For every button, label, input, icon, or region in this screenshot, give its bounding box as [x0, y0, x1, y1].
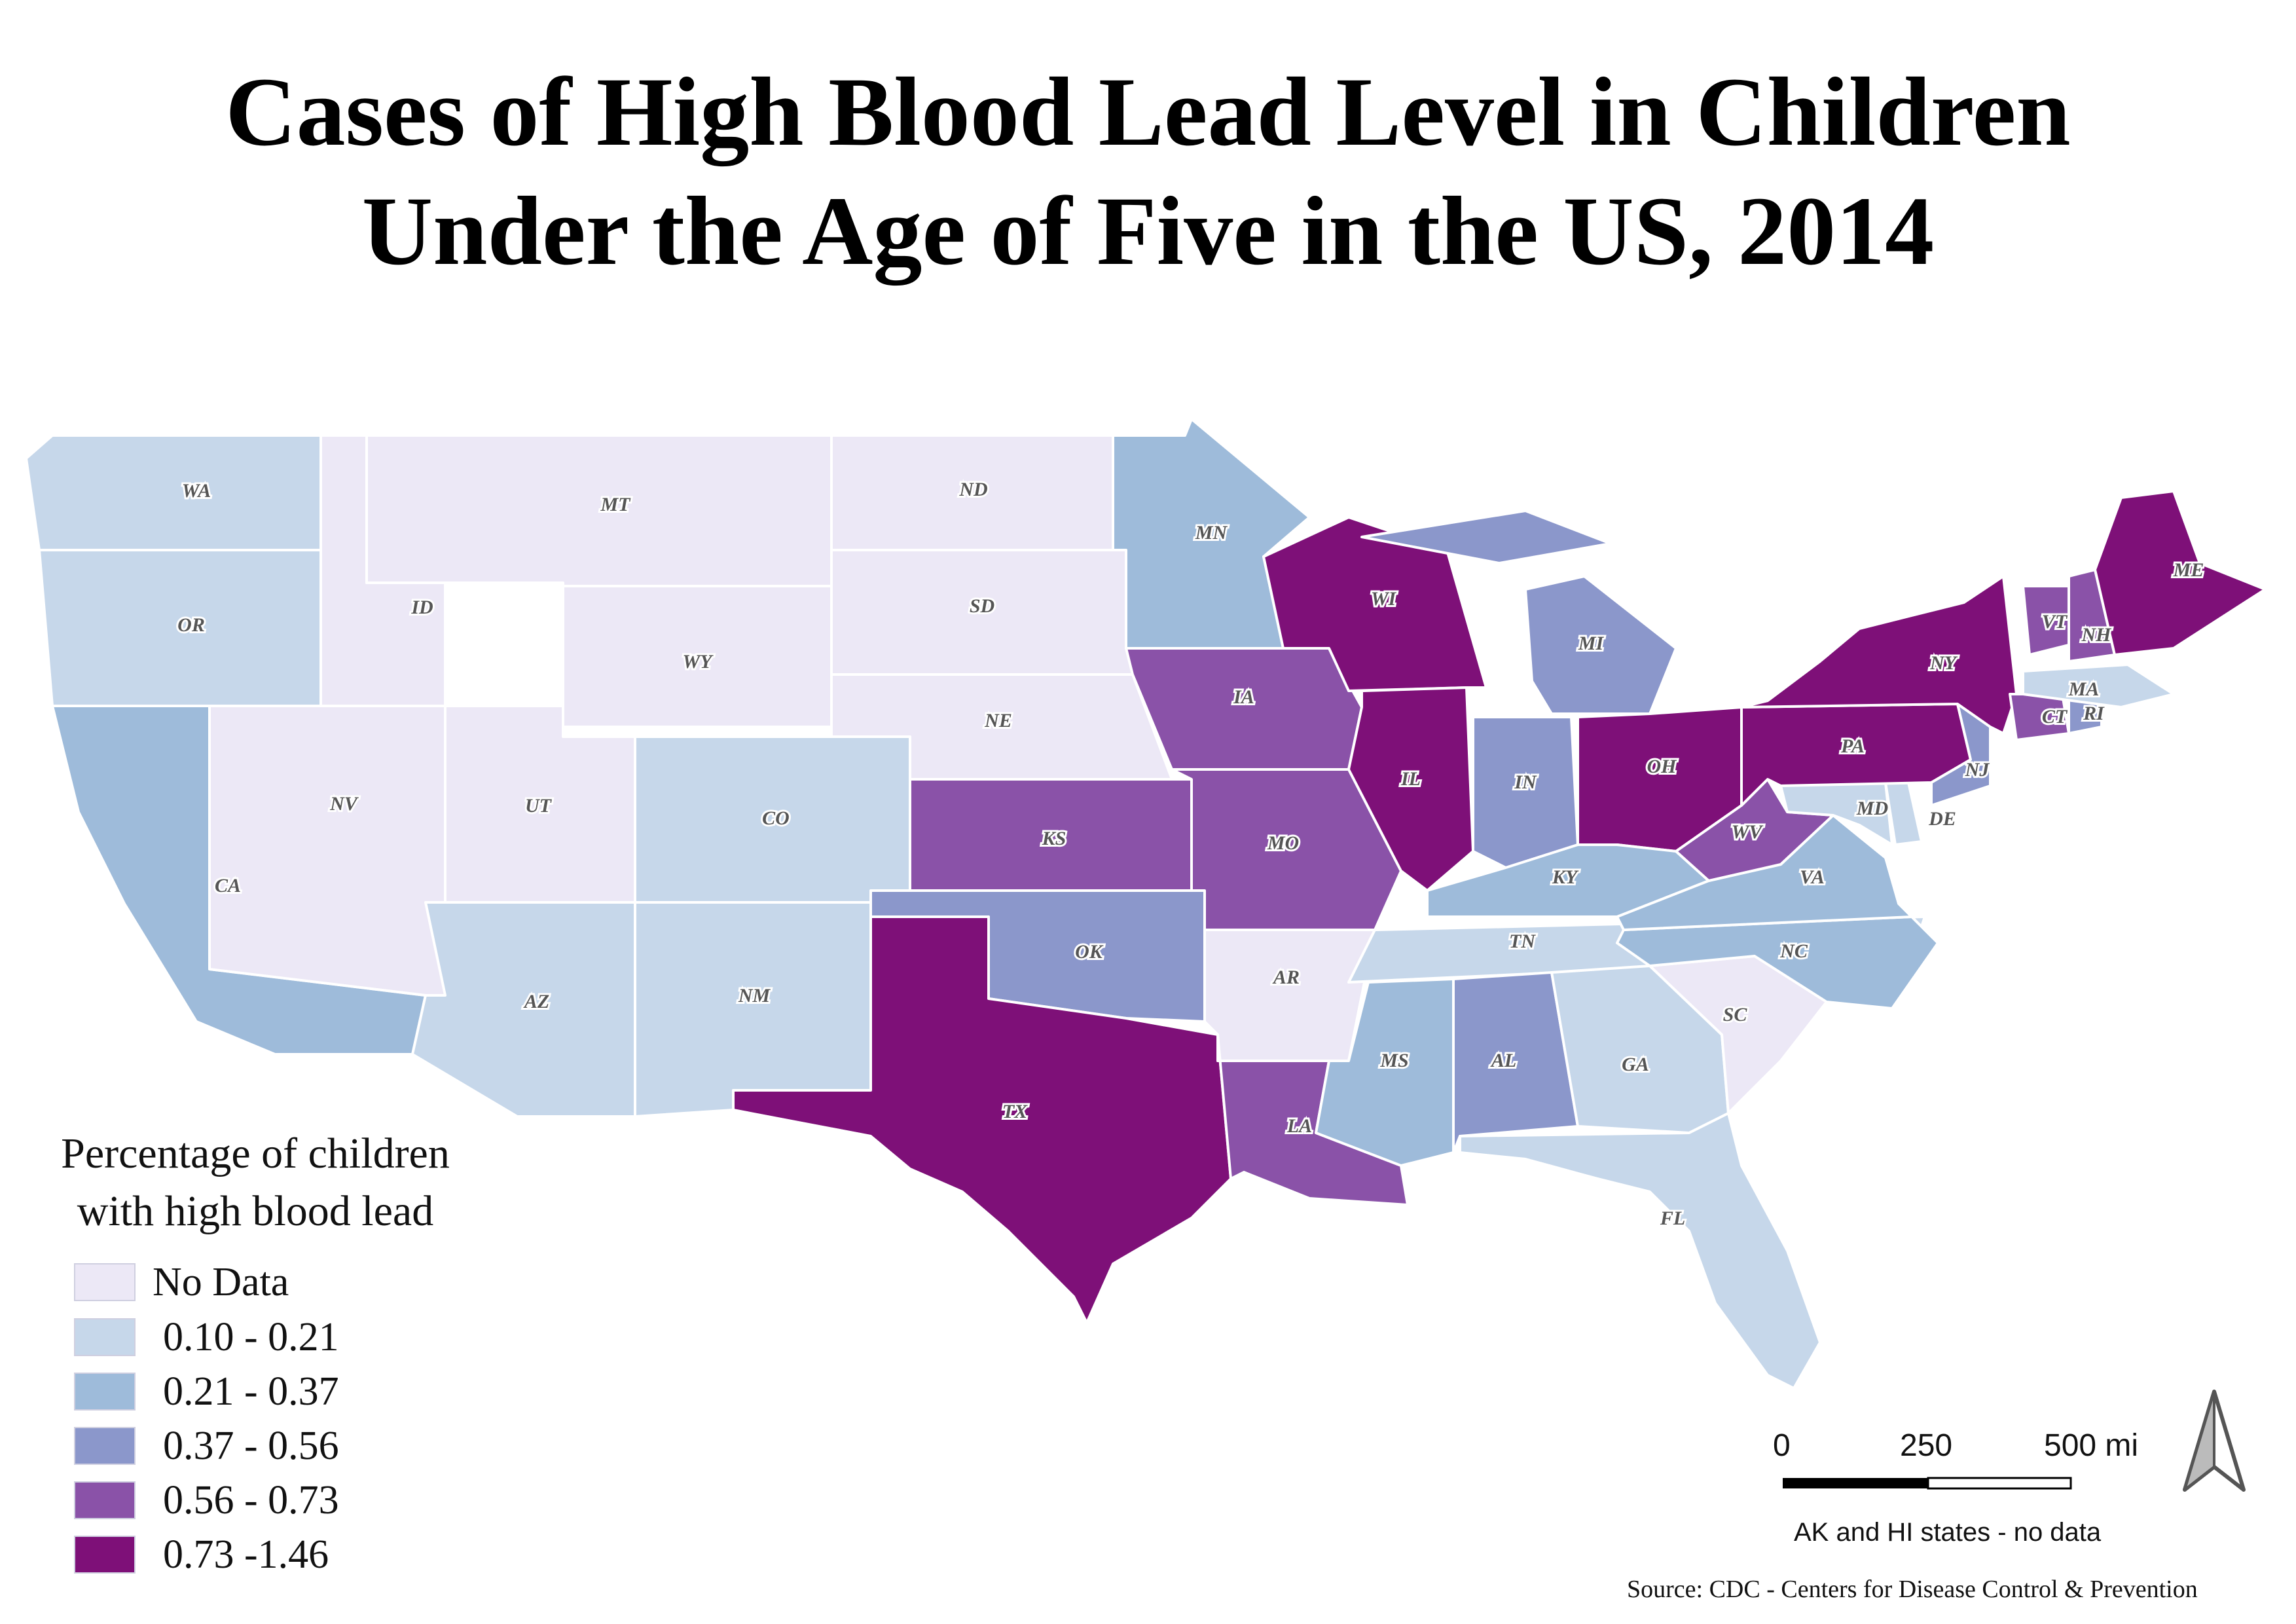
- state-label-mt: MT: [600, 494, 632, 515]
- state-label-mi: MI: [1578, 633, 1605, 654]
- state-ma: [2022, 663, 2175, 709]
- state-label-nc: NC: [1779, 940, 1808, 962]
- state-label-ms: MS: [1379, 1050, 1408, 1071]
- state-label-co: CO: [762, 807, 790, 829]
- state-label-nd: ND: [958, 479, 987, 500]
- state-label-ky: KY: [1552, 866, 1579, 888]
- legend-swatch: [74, 1263, 136, 1301]
- state-label-layer: WA OR CA ID NV MT WY UT AZ CO NM ND SD NE KS OK TX MN IA MO…: [175, 477, 2206, 1231]
- state-label-il: IL: [1400, 768, 1421, 790]
- map-title-line-1: Cases of High Blood Lead Level in Childr…: [225, 58, 2071, 166]
- state-label-tx: TX: [1002, 1101, 1028, 1122]
- state-fl: [1459, 1112, 1821, 1390]
- state-label-md: MD: [1856, 798, 1888, 819]
- state-label-or: OR: [177, 614, 205, 636]
- state-label-id: ID: [410, 597, 433, 618]
- state-label-ct: CT: [2042, 706, 2068, 728]
- no-data-note: AK and HI states - no data: [1794, 1518, 2102, 1547]
- state-label-al: AL: [1490, 1050, 1516, 1071]
- state-wa: [25, 434, 322, 551]
- state-label-de: DE: [1928, 808, 1956, 830]
- state-label-pa: PA: [1840, 735, 1865, 757]
- state-label-ut: UT: [525, 795, 553, 817]
- scale-tick-0: 0: [1773, 1428, 1791, 1463]
- map-title: Cases of High Blood Lead Level in Childr…: [0, 52, 2296, 291]
- state-label-mo: MO: [1267, 832, 1299, 854]
- state-label-ma: MA: [2068, 678, 2100, 700]
- state-label-sc: SC: [1723, 1004, 1748, 1025]
- state-me: [2094, 490, 2267, 656]
- state-layer: [25, 418, 2267, 1390]
- legend-label: 0.56 - 0.73: [163, 1478, 339, 1522]
- state-label-az: AZ: [523, 991, 549, 1012]
- state-label-in: IN: [1514, 771, 1537, 793]
- state-label-nj: NJ: [1965, 759, 1990, 781]
- state-label-mn: MN: [1195, 522, 1228, 544]
- state-label-nh: NH: [2081, 624, 2113, 646]
- legend-title-line-2: with high blood lead: [77, 1187, 434, 1235]
- state-label-sd: SD: [970, 595, 994, 617]
- north-arrow-icon: [2183, 1390, 2246, 1492]
- state-label-ia: IA: [1233, 686, 1254, 708]
- state-tx: [732, 915, 1232, 1324]
- legend-swatch: [74, 1427, 136, 1465]
- scale-bar-segment-1: [1783, 1478, 1928, 1488]
- legend-swatch: [74, 1481, 136, 1519]
- state-label-ok: OK: [1075, 941, 1104, 963]
- state-label-ar: AR: [1272, 967, 1300, 988]
- state-label-va: VA: [1800, 866, 1825, 888]
- legend-label: 0.37 - 0.56: [163, 1424, 339, 1468]
- state-label-oh: OH: [1647, 756, 1678, 777]
- scale-tick-500: 500 mi: [2044, 1428, 2139, 1463]
- scale-bar: [1783, 1477, 2072, 1490]
- state-label-wa: WA: [182, 480, 211, 502]
- legend-swatch: [74, 1373, 136, 1411]
- scale-bar-segment-2: [1927, 1477, 2072, 1490]
- scale-tick-250: 250: [1900, 1428, 1953, 1463]
- state-il: [1347, 686, 1474, 892]
- state-nh: [2068, 568, 2116, 663]
- legend-title: Percentage of children with high blood l…: [20, 1125, 491, 1240]
- state-label-wy: WY: [683, 651, 714, 673]
- state-label-ca: CA: [215, 875, 241, 896]
- legend-swatch: [74, 1318, 136, 1356]
- legend-label: 0.10 - 0.21: [163, 1315, 339, 1359]
- state-nv: [208, 705, 446, 997]
- state-label-nv: NV: [329, 793, 359, 815]
- state-label-tn: TN: [1509, 931, 1536, 952]
- legend-label: No Data: [153, 1260, 289, 1304]
- state-label-la: LA: [1286, 1115, 1312, 1137]
- state-label-wi: WI: [1371, 588, 1397, 610]
- state-label-ks: KS: [1042, 828, 1066, 849]
- state-label-ri: RI: [2083, 703, 2105, 724]
- state-label-ga: GA: [1622, 1054, 1649, 1075]
- legend-label: 0.73 -1.46: [163, 1532, 329, 1577]
- state-label-vt: VT: [2042, 611, 2068, 633]
- state-al: [1452, 971, 1579, 1154]
- state-label-wv: WV: [1732, 821, 1764, 843]
- state-nm: [634, 901, 872, 1118]
- state-label-nm: NM: [738, 985, 771, 1006]
- state-label-fl: FL: [1660, 1208, 1685, 1229]
- state-label-ny: NY: [1929, 652, 1958, 674]
- legend-swatch: [74, 1536, 136, 1574]
- legend-title-line-1: Percentage of children: [61, 1130, 450, 1177]
- map-title-line-2: Under the Age of Five in the US, 2014: [361, 177, 1935, 286]
- state-mt: [365, 434, 833, 587]
- source-credit: Source: CDC - Centers for Disease Contro…: [1627, 1576, 2198, 1603]
- legend-label: 0.21 - 0.37: [163, 1369, 339, 1414]
- state-nc: [1616, 915, 1939, 1010]
- state-label-ne: NE: [984, 710, 1012, 731]
- state-ar: [1203, 929, 1376, 1062]
- state-label-me: ME: [2173, 559, 2204, 581]
